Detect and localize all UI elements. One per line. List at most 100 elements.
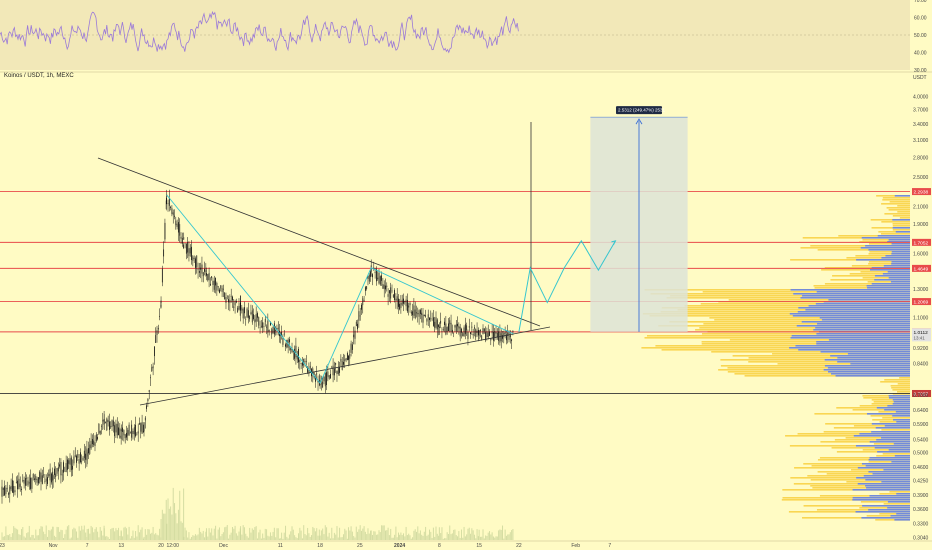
candle-body [438,324,439,327]
volume-bar [374,531,376,540]
volume-bar [216,538,218,540]
vp-bar-yellow [860,501,910,503]
vp-bar-blue [817,323,910,325]
candle-body [68,460,70,464]
volume-bar [53,535,55,540]
x-tick-label: 20 [158,543,164,549]
candle-body [72,465,74,470]
vp-bar-blue [863,475,910,477]
volume-bar [112,527,114,540]
volume-bar [241,534,243,540]
volume-bar [50,529,52,540]
vp-bar-blue [853,435,910,437]
vp-bar-yellow [882,417,910,419]
candle-body [313,371,315,378]
volume-bar [377,534,379,540]
volume-bar [201,533,203,540]
vp-bar-blue [892,227,910,229]
vp-bar-blue [888,449,910,451]
volume-bar [311,535,313,540]
candle-body [183,237,185,240]
vp-bar-blue [892,415,910,417]
rsi-tick-label: 40.00 [914,51,927,57]
volume-bar [146,534,148,540]
vp-bar-blue [855,445,910,447]
volume-bar [47,536,48,540]
candle-body [25,478,26,486]
candle-body [474,327,475,329]
candle-body [348,355,349,360]
volume-bar [213,528,215,540]
candle-body [328,375,330,379]
candle-body [202,272,204,277]
volume-bar [225,526,227,540]
x-tick-label: 11 [278,543,283,549]
volume-bar [446,532,448,540]
candle-body [333,368,335,376]
volume-bar [217,529,219,540]
vp-bar-yellow [824,283,910,285]
volume-bar [250,532,252,540]
candle-body [466,325,468,331]
candle-body [41,475,43,484]
volume-bar [441,527,443,540]
vp-bar-blue [865,465,910,467]
volume-bar [386,530,388,540]
candle-body [195,258,196,268]
candle-body [444,321,445,326]
candle-body [457,323,458,327]
volume-bar [507,534,509,540]
volume-bar [489,531,491,540]
vp-bar-yellow [889,491,910,493]
candle-body [404,301,406,303]
volume-bar [486,535,488,540]
vp-bar-blue [865,485,910,487]
candle-body [232,296,233,301]
volume-bar [147,529,149,540]
candle-body [500,333,502,342]
volume-bar [135,531,137,540]
candle-body [105,422,106,423]
volume-bar [180,521,182,540]
vp-bar-yellow [884,213,910,215]
volume-bar [24,537,26,540]
vp-bar-yellow [871,227,910,229]
candle-body [219,289,220,293]
volume-bar [323,534,325,540]
vp-bar-blue [861,463,910,465]
vp-bar-blue [869,457,910,459]
volume-bar [475,538,477,540]
vp-bar-yellow [788,511,910,513]
candle-body [353,334,355,338]
vp-bar-blue [830,355,910,357]
vp-bar-yellow [810,479,910,481]
volume-bar [460,529,462,540]
vp-bar-yellow [810,485,910,487]
vp-bar-yellow [823,431,910,433]
measure-label: 2.5312 (249.47%) 2531 [618,108,666,113]
candle-body [383,284,385,290]
candle-body [341,361,343,370]
vp-bar-blue [862,505,910,507]
candle-body [28,482,30,484]
candle-body [320,383,322,385]
candle-body [191,246,192,261]
candle-body [90,440,92,449]
volume-bar [2,536,4,540]
volume-bar [275,537,277,540]
volume-bar [285,525,287,540]
volume-bar [372,534,373,540]
vp-bar-blue [798,307,910,309]
vp-bar-yellow [832,275,910,277]
vp-bar-yellow [670,295,910,297]
vp-bar-yellow [701,333,910,335]
vp-bar-yellow [748,361,910,363]
volume-bar [27,532,29,540]
candle-body [187,242,189,253]
candle-body [379,276,381,285]
candle-body [233,306,235,308]
candle-body [422,314,424,323]
volume-bar [226,525,228,540]
